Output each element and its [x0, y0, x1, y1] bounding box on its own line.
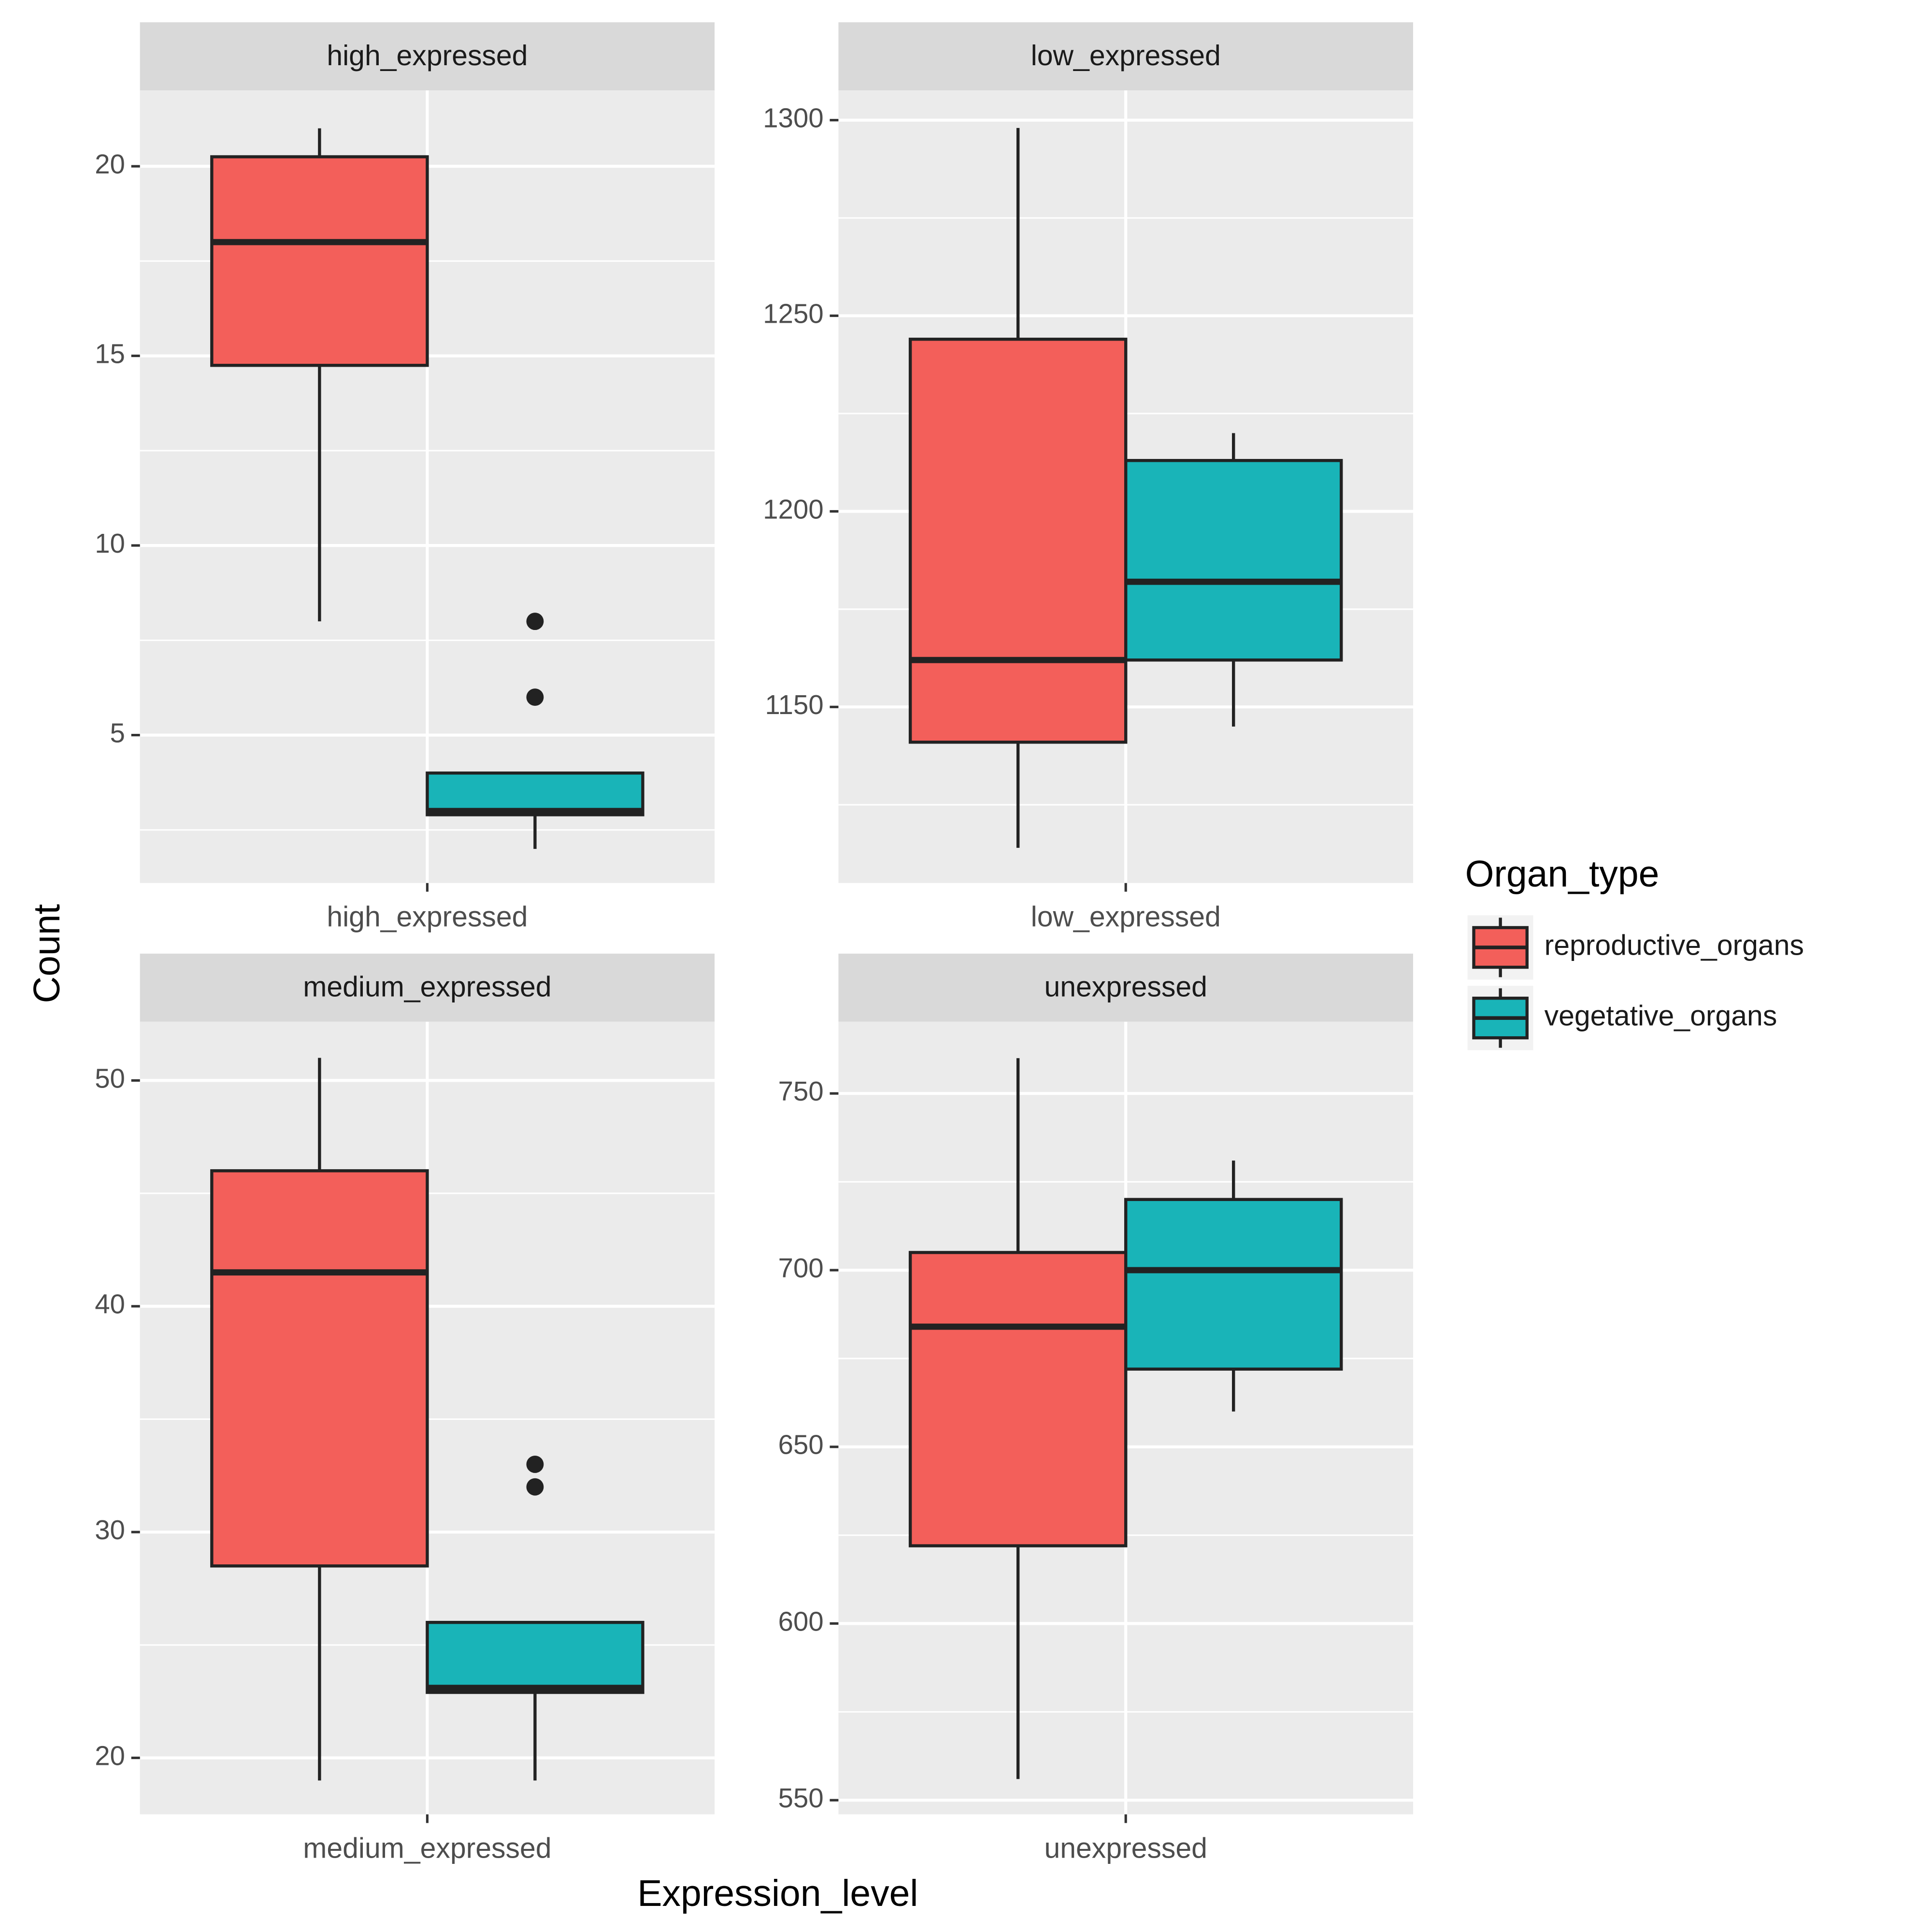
y-tick-label: 1250 — [763, 298, 823, 329]
box — [1124, 458, 1343, 662]
y-tick-label: 1150 — [765, 689, 823, 720]
x-tick-label: low_expressed — [1031, 902, 1221, 933]
y-tick-label: 550 — [778, 1783, 824, 1813]
box — [210, 155, 429, 367]
outlier — [526, 1478, 544, 1496]
legend-label: vegetative_organs — [1545, 1001, 1777, 1032]
y-tick-label: 750 — [778, 1076, 824, 1106]
y-tick-label: 1200 — [763, 494, 823, 524]
box — [908, 337, 1128, 744]
box — [426, 771, 644, 816]
y-tick-label: 40 — [95, 1289, 125, 1319]
strip — [838, 22, 1413, 91]
box — [1124, 1198, 1343, 1371]
y-tick-label: 30 — [95, 1515, 125, 1545]
x-tick-label: unexpressed — [1044, 1832, 1207, 1864]
box — [426, 1620, 644, 1694]
box — [908, 1251, 1128, 1547]
strip-label: low_expressed — [1031, 40, 1221, 72]
y-tick-label: 700 — [778, 1253, 824, 1283]
outlier — [526, 613, 544, 630]
y-tick-label: 650 — [778, 1430, 824, 1460]
legend-title: Organ_type — [1465, 853, 1660, 895]
outlier — [526, 688, 544, 706]
legend-label: reproductive_organs — [1545, 930, 1804, 961]
y-tick-label: 15 — [95, 339, 125, 369]
strip — [140, 953, 715, 1022]
y-axis-title: Count — [26, 904, 68, 1003]
box — [210, 1169, 429, 1568]
y-tick-label: 10 — [95, 528, 125, 558]
y-tick-label: 1300 — [763, 103, 823, 133]
strip — [140, 22, 715, 91]
strip-label: high_expressed — [327, 40, 528, 72]
strip — [838, 953, 1413, 1022]
y-tick-label: 600 — [778, 1606, 824, 1636]
y-tick-label: 20 — [95, 1741, 125, 1771]
strip-label: unexpressed — [1044, 972, 1207, 1003]
y-tick-label: 20 — [95, 149, 125, 179]
x-tick-label: medium_expressed — [303, 1832, 551, 1864]
outlier — [526, 1456, 544, 1473]
y-tick-label: 50 — [95, 1063, 125, 1093]
y-tick-label: 5 — [110, 717, 125, 748]
x-axis-title: Expression_level — [637, 1873, 918, 1914]
strip-label: medium_expressed — [303, 972, 551, 1003]
x-tick-label: high_expressed — [327, 902, 528, 933]
